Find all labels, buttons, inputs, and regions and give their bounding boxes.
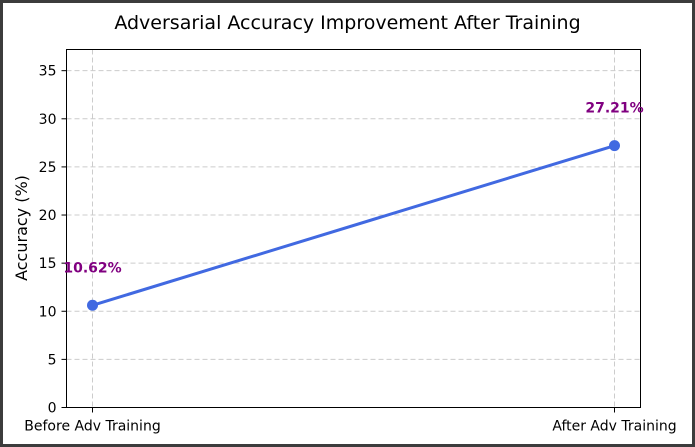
series-line: [91, 144, 616, 307]
y-tick-label: 35: [39, 64, 57, 80]
series-line-group: [87, 140, 620, 311]
grid-lines: [66, 49, 641, 408]
data-label: 10.62%: [63, 260, 121, 276]
y-axis-label: Accuracy (%): [12, 175, 31, 281]
data-point-marker: [609, 140, 620, 152]
y-tick-label: 5: [48, 352, 57, 368]
x-tick-label: After Adv Training: [552, 419, 676, 435]
y-tick-label: 0: [48, 401, 57, 417]
y-axis-ticks: 0 5 10 15 20 25 30 35: [39, 64, 67, 417]
y-tick-label: 10: [39, 304, 57, 320]
y-tick-label: 30: [39, 112, 57, 128]
data-label: 27.21%: [585, 101, 643, 117]
x-tick-label: Before Adv Training: [24, 419, 160, 435]
y-tick-label: 25: [39, 160, 57, 176]
x-axis-ticks: Before Adv Training After Adv Training: [24, 407, 677, 435]
plot-area-border: [66, 49, 641, 408]
chart-title: Adversarial Accuracy Improvement After T…: [114, 12, 581, 34]
y-tick-label: 15: [39, 256, 57, 272]
y-tick-label: 20: [39, 208, 57, 224]
data-point-marker: [87, 299, 98, 311]
data-labels: 10.62% 27.21%: [63, 101, 643, 277]
